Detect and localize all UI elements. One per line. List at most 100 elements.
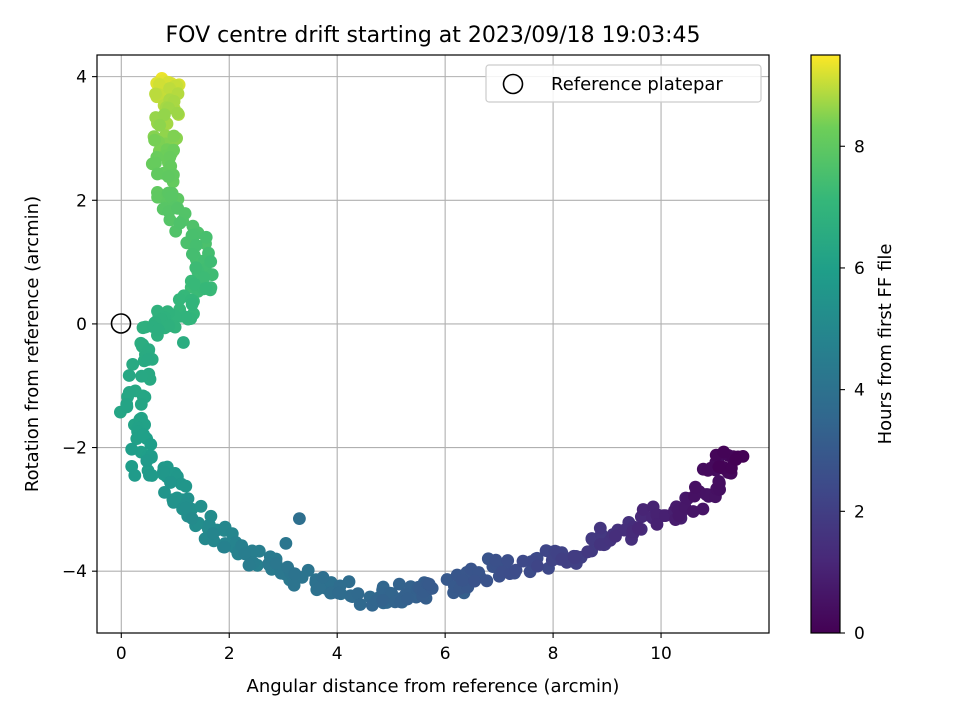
scatter-point bbox=[316, 571, 330, 584]
scatter-point bbox=[238, 547, 252, 561]
plot-frame bbox=[96, 54, 770, 634]
scatter-point bbox=[701, 463, 715, 477]
scatter-point bbox=[167, 129, 181, 143]
scatter-point bbox=[197, 271, 211, 285]
y-tick-label: −4 bbox=[62, 562, 87, 582]
colorbar-tick-label: 2 bbox=[854, 502, 865, 522]
x-tick-label: 2 bbox=[224, 644, 235, 664]
scatter-point bbox=[122, 369, 136, 382]
scatter-point bbox=[288, 567, 302, 581]
x-tick-label: 10 bbox=[650, 644, 672, 664]
scatter-point bbox=[153, 118, 167, 132]
y-tick-label: −2 bbox=[62, 439, 87, 459]
scatter-point bbox=[713, 476, 726, 490]
scatter-point bbox=[689, 480, 702, 494]
scatter-point bbox=[313, 581, 327, 595]
scatter-point bbox=[581, 545, 595, 559]
scatter-point bbox=[480, 574, 494, 588]
chart-title: FOV centre drift starting at 2023/09/18 … bbox=[166, 23, 701, 48]
scatter-point bbox=[185, 297, 199, 311]
scatter-point bbox=[650, 518, 664, 531]
scatter-point bbox=[531, 559, 544, 573]
scatter-point bbox=[199, 282, 213, 295]
scatter-point bbox=[279, 537, 293, 550]
scatter-point bbox=[293, 512, 306, 525]
scatter-point bbox=[204, 255, 218, 268]
colorbar bbox=[810, 54, 841, 634]
x-axis-label: Angular distance from reference (arcmin) bbox=[247, 676, 620, 697]
colorbar-axis: 0 2 4 6 8 bbox=[840, 137, 865, 644]
scatter-point bbox=[401, 592, 414, 606]
colorbar-tick-label: 0 bbox=[854, 624, 865, 644]
scatter-point bbox=[568, 551, 582, 565]
scatter-point bbox=[332, 586, 345, 600]
scatter-point bbox=[136, 321, 150, 335]
scatter-point bbox=[173, 216, 187, 230]
scatter-point bbox=[186, 247, 199, 261]
scatter-point bbox=[218, 540, 231, 554]
scatter-point bbox=[128, 469, 142, 482]
scatter-point bbox=[555, 552, 569, 566]
scatter-point bbox=[269, 557, 283, 570]
scatter-point bbox=[468, 574, 481, 588]
scatter-point bbox=[171, 106, 185, 120]
scatter-point bbox=[593, 521, 607, 535]
scatter-point bbox=[609, 529, 622, 543]
scatter-point bbox=[185, 229, 199, 242]
scatter-point bbox=[151, 323, 165, 337]
scatter-point bbox=[158, 108, 171, 122]
y-tick-label: 4 bbox=[76, 68, 87, 88]
y-tick-label: 0 bbox=[76, 315, 87, 335]
scatter-point bbox=[163, 213, 177, 227]
scatter-point bbox=[140, 454, 154, 468]
scatter-point bbox=[376, 594, 390, 607]
scatter-point bbox=[351, 587, 365, 600]
reference-platepar-marker bbox=[110, 313, 132, 334]
scatter-point bbox=[242, 558, 256, 572]
scatter-point bbox=[501, 554, 515, 567]
scatter-point bbox=[422, 577, 436, 591]
scatter-point bbox=[686, 505, 700, 518]
scatter-point bbox=[172, 293, 186, 306]
scatter-point bbox=[187, 277, 201, 291]
scatter-point bbox=[141, 353, 155, 366]
scatter-point bbox=[164, 190, 178, 204]
colorbar-tick-label: 6 bbox=[854, 259, 865, 279]
colorbar-label: Hours from first FF file bbox=[875, 244, 896, 445]
scatter-point bbox=[632, 522, 645, 535]
scatter-point bbox=[353, 598, 367, 611]
y-axis: −4 −2 0 2 4 bbox=[62, 68, 97, 582]
y-axis-label: Rotation from reference (arcmin) bbox=[22, 196, 43, 492]
scatter-point bbox=[636, 503, 650, 516]
scatter-point bbox=[194, 499, 208, 513]
scatter-point bbox=[149, 156, 162, 170]
scatter-point bbox=[157, 465, 170, 479]
legend: Reference platepar bbox=[485, 64, 762, 103]
scatter-point bbox=[455, 573, 469, 587]
x-tick-label: 6 bbox=[440, 644, 451, 664]
scatter-point bbox=[144, 438, 158, 451]
scatter-point bbox=[489, 553, 503, 567]
scatter-point bbox=[151, 190, 165, 204]
scatter-point bbox=[125, 442, 139, 456]
scatter-point bbox=[199, 230, 213, 244]
scatter-point bbox=[162, 170, 175, 184]
scatter-point bbox=[143, 468, 156, 482]
scatter-point bbox=[509, 563, 523, 577]
scatter-point bbox=[158, 486, 171, 499]
scatter-point bbox=[177, 336, 190, 349]
scatter-point bbox=[179, 479, 193, 493]
scatter-point bbox=[206, 527, 220, 540]
x-tick-label: 0 bbox=[116, 644, 127, 664]
scatter-point bbox=[134, 398, 148, 411]
scatter-point bbox=[164, 476, 177, 489]
scatter-point bbox=[392, 577, 406, 591]
scatter-point bbox=[179, 501, 193, 515]
scatter-point bbox=[712, 460, 726, 474]
x-tick-label: 4 bbox=[332, 644, 343, 664]
scatter-point bbox=[135, 369, 149, 383]
colorbar-tick-label: 4 bbox=[854, 381, 865, 401]
scatter-point bbox=[162, 319, 176, 333]
scatter-point bbox=[148, 133, 162, 147]
scatter-point bbox=[149, 87, 162, 101]
